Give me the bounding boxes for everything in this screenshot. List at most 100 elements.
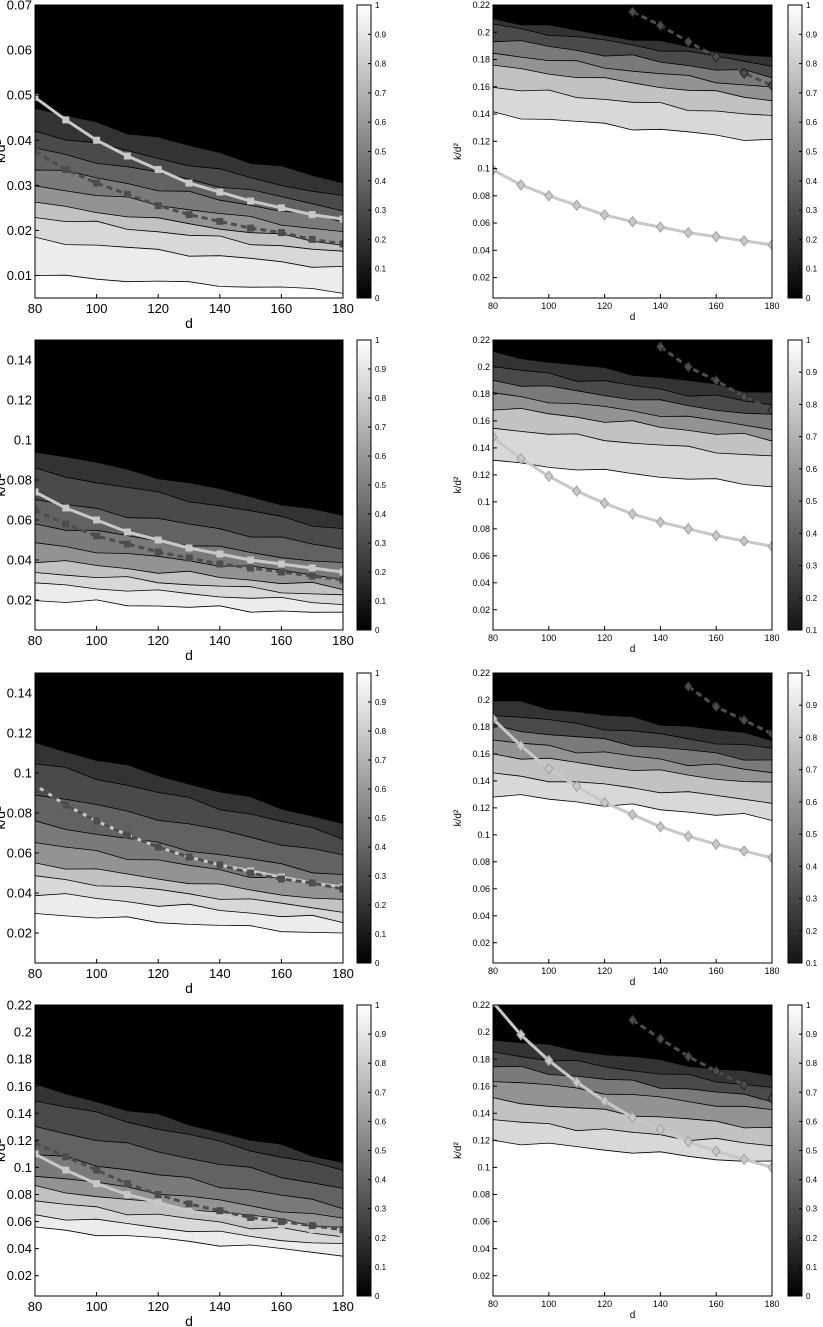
- data-point: [123, 1190, 131, 1198]
- x-axis-label: d: [185, 980, 193, 996]
- y-tick-label: 0.04: [472, 578, 490, 588]
- data-point: [35, 506, 39, 514]
- colorbar-tick-label: 0.4: [806, 862, 818, 871]
- data-point: [683, 35, 693, 48]
- data-point: [655, 19, 666, 32]
- colorbar-tick-label: 1: [375, 1001, 380, 1010]
- data-point: [627, 508, 638, 520]
- data-point: [185, 1207, 193, 1215]
- x-tick-label: 80: [28, 1299, 42, 1314]
- x-tick-label: 160: [709, 966, 724, 976]
- data-point: [308, 572, 316, 580]
- data-point: [544, 470, 554, 483]
- data-point: [767, 851, 772, 864]
- y-tick-label: 0.04: [7, 133, 32, 148]
- contour-band-0: [35, 274, 343, 298]
- colorbar-tick-label: 0.1: [375, 265, 387, 274]
- data-point: [339, 576, 343, 584]
- data-point: [35, 93, 39, 101]
- y-tick-label: 0.2: [14, 1025, 32, 1040]
- colorbar-tick-label: 0.6: [375, 452, 387, 461]
- plot-area: [493, 340, 772, 630]
- y-tick-label: 0.18: [472, 1054, 490, 1064]
- data-point: [767, 1161, 772, 1174]
- plot-frame: [492, 4, 773, 299]
- plot-frame: [34, 672, 344, 964]
- plot-area: [35, 1005, 343, 1296]
- x-tick-label: 160: [271, 301, 293, 316]
- y-tick-label: 0.22: [7, 998, 32, 1013]
- y-tick-label: 0.1: [477, 1163, 490, 1173]
- data-point: [93, 179, 101, 187]
- data-point: [739, 390, 749, 403]
- y-tick-label: 0.04: [472, 245, 490, 255]
- colorbar-tick-label: 0.7: [375, 1088, 387, 1097]
- data-point: [308, 1226, 316, 1234]
- data-point: [683, 523, 693, 535]
- chart-panel-2: 80 100 120 140 160 180 0.02 0.04 0.06 0.08 0.1 0.12…: [453, 0, 818, 323]
- colorbar-tick-label: 0.4: [806, 177, 818, 186]
- data-point: [572, 199, 582, 212]
- colorbar-tick-label: 1: [375, 336, 380, 345]
- colorbar-tick-label: 0.5: [806, 497, 818, 506]
- y-tick-label: 0.14: [472, 1108, 490, 1118]
- series-line-2: [35, 150, 343, 246]
- data-point: [711, 374, 721, 387]
- data-point: [655, 516, 666, 528]
- y-tick-label: 0.06: [472, 551, 490, 561]
- colorbar-tick-label: 0.5: [375, 1147, 387, 1156]
- data-point: [185, 211, 193, 219]
- y-tick-label: 0.08: [472, 191, 490, 201]
- colorbar-tick-label: 0.7: [375, 423, 387, 432]
- colorbar-tick-label: 0.6: [806, 465, 818, 474]
- y-tick-label: 0.08: [472, 857, 490, 867]
- y-tick-label: 0.2: [477, 362, 490, 372]
- x-tick-label: 100: [86, 633, 108, 648]
- colorbar-tick-label: 0.9: [806, 701, 818, 710]
- y-tick-label: 0.02: [7, 223, 32, 238]
- data-point: [277, 229, 285, 237]
- colorbar-tick-label: 0.6: [375, 785, 387, 794]
- y-tick-label: 0.08: [7, 473, 32, 488]
- x-tick-label: 180: [332, 633, 354, 648]
- y-tick-label: 0.14: [7, 353, 32, 368]
- contour-band-0: [493, 794, 772, 963]
- data-point: [247, 564, 255, 572]
- data-point: [683, 1050, 693, 1063]
- contour-band-0: [35, 913, 343, 963]
- plot-frame: [34, 4, 344, 299]
- data-point: [544, 189, 554, 202]
- colorbar-tick-label: 0.1: [806, 1263, 818, 1272]
- data-point: [216, 1212, 224, 1220]
- colorbar-tick-label: 0.3: [375, 872, 387, 881]
- data-point: [493, 713, 498, 725]
- data-point: [62, 520, 70, 528]
- chart-panel-6: 80 100 120 140 160 180 0.02 0.04 0.06 0.08 0.1 0.12…: [453, 668, 818, 988]
- colorbar-tick-label: 0.8: [806, 733, 818, 742]
- colorbar-tick-label: 0.3: [806, 1205, 818, 1214]
- y-tick-label: 0.2: [477, 1027, 490, 1037]
- plot-area: [35, 673, 343, 963]
- data-point: [93, 532, 101, 540]
- x-axis-label: d: [630, 1310, 636, 1321]
- data-point: [516, 179, 526, 191]
- y-axis-label: k/d²: [0, 806, 8, 830]
- colorbar-tick-label: 0.1: [375, 597, 387, 606]
- colorbar-tick-label: 0.8: [806, 400, 818, 409]
- data-point: [739, 714, 749, 727]
- y-tick-label: 0.04: [7, 553, 32, 568]
- x-tick-label: 120: [597, 966, 612, 976]
- y-tick-label: 0.22: [472, 668, 490, 678]
- y-tick-label: 0.07: [7, 0, 32, 13]
- colorbar: [787, 339, 803, 631]
- colorbar-tick-label: 0.5: [375, 814, 387, 823]
- data-point: [123, 528, 131, 536]
- y-tick-label: 0.14: [7, 1106, 32, 1121]
- data-point: [308, 1222, 316, 1230]
- colorbar-tick-label: 0.9: [375, 698, 387, 707]
- x-tick-label: 100: [541, 966, 556, 976]
- y-tick-label: 0.04: [472, 911, 490, 921]
- y-tick-label: 0.02: [472, 1271, 490, 1281]
- colorbar-tick-label: 0.2: [375, 235, 387, 244]
- data-point: [277, 1218, 285, 1226]
